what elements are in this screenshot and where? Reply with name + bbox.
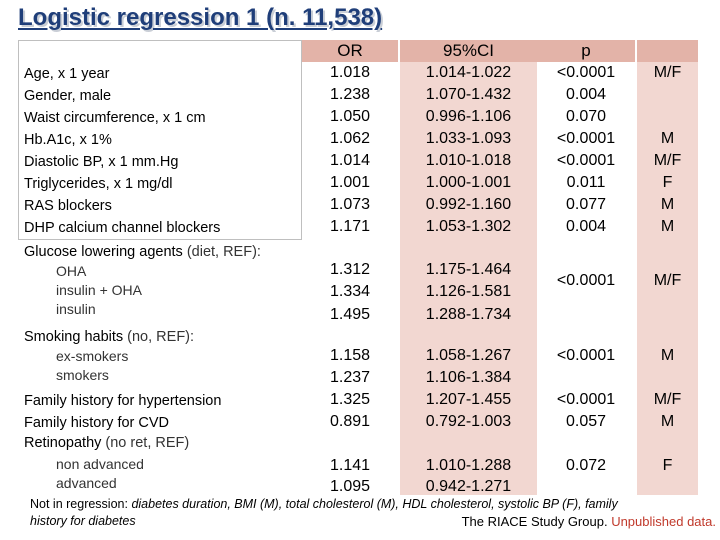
header-or: OR bbox=[337, 41, 363, 60]
p-value: <0.0001 bbox=[556, 272, 616, 289]
glucose-sub-label: insulin bbox=[56, 301, 96, 317]
row-label: Age, x 1 year bbox=[24, 66, 110, 82]
odds-ratio: 1.062 bbox=[329, 130, 371, 147]
glucose-label: Glucose lowering agents (diet, REF): bbox=[24, 244, 261, 260]
sex-indicator: F bbox=[662, 457, 673, 474]
glucose-sub-label: OHA bbox=[56, 263, 87, 279]
sex-indicator: M bbox=[660, 130, 675, 147]
p-value: <0.0001 bbox=[556, 152, 616, 169]
odds-ratio: 1.018 bbox=[329, 64, 371, 81]
retinopathy-sub-label: non advanced bbox=[56, 456, 144, 472]
confidence-interval: 0.792-1.003 bbox=[425, 413, 512, 430]
sex-indicator: M/F bbox=[653, 64, 682, 81]
confidence-interval: 1.033-1.093 bbox=[425, 130, 512, 147]
header-p-cell bbox=[537, 40, 635, 62]
p-value: <0.0001 bbox=[556, 347, 616, 364]
sex-indicator: M bbox=[660, 218, 675, 235]
confidence-interval: 1.070-1.432 bbox=[425, 86, 512, 103]
odds-ratio: 1.001 bbox=[329, 174, 371, 191]
confidence-interval: 0.992-1.160 bbox=[425, 196, 512, 213]
sex-indicator: M/F bbox=[653, 152, 682, 169]
credit: The RIACE Study Group. Unpublished data. bbox=[461, 514, 716, 529]
odds-ratio: 1.050 bbox=[329, 108, 371, 125]
row-label: DHP calcium channel blockers bbox=[24, 220, 221, 236]
odds-ratio: 1.325 bbox=[329, 391, 371, 408]
odds-ratio: 1.495 bbox=[329, 306, 371, 323]
footnote-line-1: Not in regression: diabetes duration, BM… bbox=[30, 497, 618, 511]
odds-ratio: 1.073 bbox=[329, 196, 371, 213]
sex-column-bg bbox=[637, 40, 698, 495]
odds-ratio: 1.238 bbox=[329, 86, 371, 103]
sex-indicator: M bbox=[660, 347, 675, 364]
row-label: Hb.A1c, x 1% bbox=[24, 132, 112, 148]
glucose-sub-label: insulin + OHA bbox=[56, 282, 142, 298]
smoking-label: Smoking habits (no, REF): bbox=[24, 329, 195, 345]
sex-indicator: F bbox=[662, 174, 673, 191]
p-value: 0.070 bbox=[565, 108, 607, 125]
p-value: 0.011 bbox=[566, 174, 606, 191]
odds-ratio: 1.014 bbox=[329, 152, 371, 169]
header-ci: 95%CI bbox=[442, 41, 495, 60]
sex-indicator: M bbox=[660, 196, 675, 213]
page-title: Logistic regression 1 (n. 11,538) bbox=[18, 4, 383, 31]
confidence-interval: 1.288-1.734 bbox=[425, 306, 512, 323]
confidence-interval: 1.053-1.302 bbox=[425, 218, 512, 235]
confidence-interval: 1.010-1.288 bbox=[425, 457, 512, 474]
confidence-interval: 1.175-1.464 bbox=[425, 261, 512, 278]
p-value: <0.0001 bbox=[556, 391, 616, 408]
page-title-shadow: Logistic regression 1 (n. 11,538) bbox=[20, 6, 385, 33]
p-value: <0.0001 bbox=[556, 64, 616, 81]
confidence-interval: 0.996-1.106 bbox=[425, 108, 512, 125]
confidence-interval: 1.207-1.455 bbox=[425, 391, 512, 408]
odds-ratio: 1.095 bbox=[329, 478, 371, 495]
ci-column-bg bbox=[400, 40, 537, 495]
confidence-interval: 0.942-1.271 bbox=[425, 478, 512, 495]
odds-ratio: 1.171 bbox=[329, 218, 371, 235]
p-value: 0.004 bbox=[565, 86, 607, 103]
variables-box bbox=[18, 40, 302, 240]
sex-indicator: M bbox=[660, 413, 675, 430]
p-value: 0.057 bbox=[565, 413, 607, 430]
row-label: Family history for hypertension bbox=[24, 393, 222, 409]
odds-ratio: 1.141 bbox=[329, 457, 371, 474]
p-value: <0.0001 bbox=[556, 130, 616, 147]
p-value: 0.004 bbox=[565, 218, 607, 235]
smoking-sub-label: smokers bbox=[56, 367, 109, 383]
confidence-interval: 1.106-1.384 bbox=[425, 369, 512, 386]
sex-indicator: M/F bbox=[653, 391, 682, 408]
smoking-sub-label: ex-smokers bbox=[56, 348, 129, 364]
row-label: Family history for CVD bbox=[24, 415, 170, 431]
row-label: RAS blockers bbox=[24, 198, 112, 214]
row-label: Waist circumference, x 1 cm bbox=[24, 110, 206, 126]
confidence-interval: 1.126-1.581 bbox=[425, 283, 512, 300]
header-sex-cell bbox=[637, 40, 698, 62]
odds-ratio: 0.891 bbox=[329, 413, 371, 430]
header-p: p bbox=[581, 41, 591, 60]
p-value: 0.072 bbox=[565, 457, 607, 474]
sex-indicator: M/F bbox=[653, 272, 682, 289]
odds-ratio: 1.237 bbox=[329, 369, 371, 386]
retinopathy-label: Retinopathy (no ret, REF) bbox=[24, 435, 190, 451]
footnote-line-2: history for diabetes bbox=[30, 514, 136, 528]
odds-ratio: 1.158 bbox=[329, 347, 371, 364]
retinopathy-sub-label: advanced bbox=[56, 475, 117, 491]
confidence-interval: 1.000-1.001 bbox=[425, 174, 512, 191]
row-label: Triglycerides, x 1 mg/dl bbox=[24, 176, 173, 192]
odds-ratio: 1.312 bbox=[329, 261, 371, 278]
odds-ratio: 1.334 bbox=[329, 283, 371, 300]
confidence-interval: 1.014-1.022 bbox=[425, 64, 512, 81]
row-label: Diastolic BP, x 1 mm.Hg bbox=[24, 154, 179, 170]
confidence-interval: 1.058-1.267 bbox=[425, 347, 512, 364]
confidence-interval: 1.010-1.018 bbox=[425, 152, 512, 169]
header-or-cell bbox=[302, 40, 398, 62]
row-label: Gender, male bbox=[24, 88, 112, 104]
header-ci-cell bbox=[400, 40, 537, 62]
p-value: 0.077 bbox=[565, 196, 607, 213]
